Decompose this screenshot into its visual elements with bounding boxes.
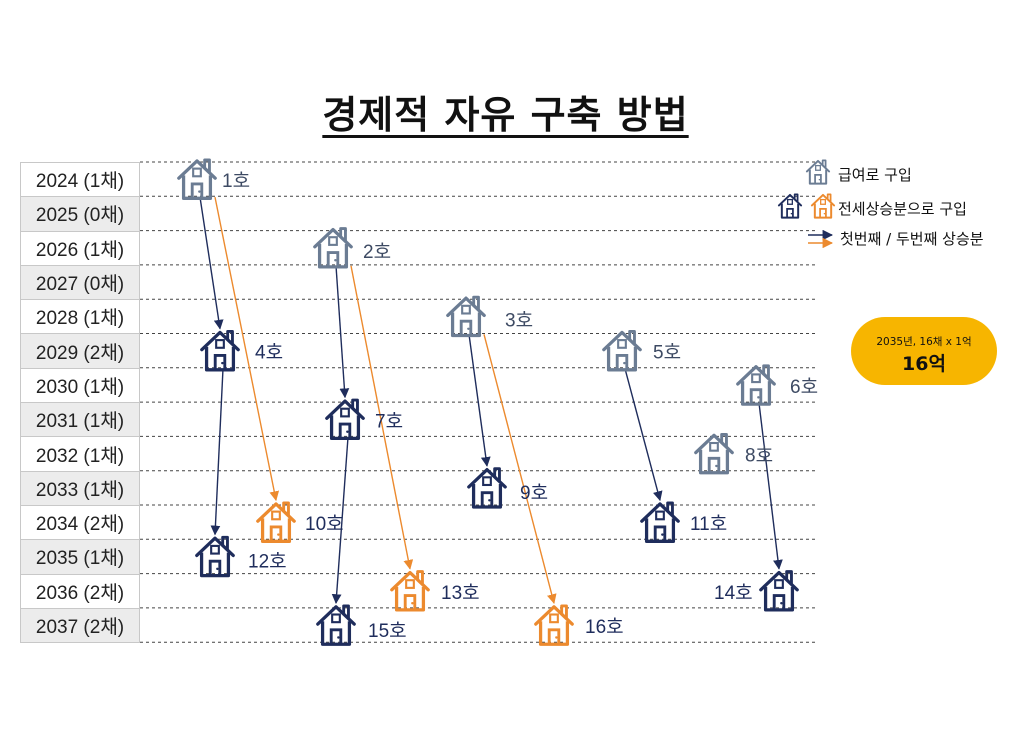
- house-label: 3호: [505, 310, 533, 331]
- year-cell: 2035 (1채): [20, 539, 140, 575]
- house-label: 13호: [441, 583, 480, 604]
- house-icon: [534, 604, 574, 646]
- house-5: 5호: [602, 329, 681, 372]
- link-arrow-3-9: [468, 334, 491, 467]
- house-icon: [316, 604, 356, 646]
- summary-detail: 2035년, 16채 x 1억: [876, 336, 972, 348]
- house-9: 9호: [467, 466, 548, 509]
- link-arrow-1-10: [214, 197, 280, 502]
- house-15: 15호: [316, 604, 407, 646]
- house-icon: [313, 226, 353, 269]
- year-cell: 2029 (2채): [20, 333, 140, 369]
- year-row: 2026 (1채): [20, 230, 140, 266]
- house-icon: [810, 193, 836, 219]
- year-cell: 2036 (2채): [20, 573, 140, 609]
- year-row: 2032 (1채): [20, 436, 140, 472]
- page-title: 경제적 자유 구축 방법: [322, 93, 689, 137]
- summary-total: 16억: [902, 353, 946, 375]
- link-arrow-6-14: [758, 402, 783, 570]
- year-row: 2028 (1채): [20, 299, 140, 335]
- house-4: 4호: [200, 329, 283, 372]
- year-row: 2031 (1채): [20, 402, 140, 438]
- house-13: 13호: [390, 569, 480, 612]
- house-label: 10호: [305, 514, 344, 535]
- house-icon: [467, 466, 507, 509]
- arrow-sample-icon: [808, 229, 834, 248]
- house-icon: [256, 501, 296, 544]
- year-cell: 2026 (1채): [20, 230, 140, 266]
- house-label: 5호: [653, 343, 681, 364]
- year-row: 2036 (2채): [20, 573, 140, 609]
- house-label: 11호: [690, 514, 727, 535]
- year-cell: 2025 (0채): [20, 196, 140, 232]
- link-arrow-5-11: [624, 368, 663, 502]
- house-icon: [195, 535, 235, 578]
- year-cell: 2033 (1채): [20, 470, 140, 506]
- house-label: 9호: [520, 483, 548, 504]
- house-1: 1호: [177, 158, 250, 201]
- link-arrow-4-12: [210, 368, 224, 536]
- house-icon: [759, 569, 799, 612]
- house-label: 7호: [375, 411, 403, 432]
- link-arrow-2-7: [335, 265, 350, 399]
- house-12: 12호: [195, 535, 287, 578]
- year-row: 2024 (1채): [20, 161, 140, 198]
- house-icon: [325, 398, 365, 441]
- house-icon: [446, 295, 486, 338]
- link-arrow-3-16: [483, 334, 557, 604]
- link-arrow-7-15: [331, 437, 349, 605]
- house-label: 15호: [368, 621, 407, 642]
- year-row: 2035 (1채): [20, 539, 140, 575]
- year-row: 2029 (2채): [20, 333, 140, 369]
- year-cell: 2028 (1채): [20, 299, 140, 335]
- house-16: 16호: [534, 604, 624, 646]
- house-label: 2호: [363, 242, 391, 263]
- house-icon: [736, 364, 776, 406]
- year-cell: 2037 (2채): [20, 607, 140, 644]
- house-6: 6호: [736, 364, 818, 406]
- year-cell: 2034 (2채): [20, 504, 140, 541]
- house-icon: [777, 193, 803, 219]
- house-label: 6호: [790, 377, 818, 398]
- house-label: 4호: [255, 343, 283, 364]
- house-7: 7호: [325, 398, 403, 441]
- house-2: 2호: [313, 226, 391, 269]
- summary-badge: 2035년, 16채 x 1억 16억: [851, 317, 997, 385]
- house-label: 8호: [745, 446, 773, 467]
- link-arrow-1-4: [199, 197, 224, 330]
- house-14: 14호: [714, 569, 799, 612]
- link-arrow-2-13: [350, 265, 414, 570]
- year-row: 2030 (1채): [20, 367, 140, 404]
- year-row: 2027 (0채): [20, 264, 140, 301]
- year-gridlines: [140, 161, 815, 643]
- year-cell: 2030 (1채): [20, 367, 140, 404]
- year-row: 2037 (2채): [20, 607, 140, 644]
- house-icon: [694, 432, 734, 475]
- year-table: 2024 (1채) 2025 (0채) 2026 (1채) 2027 (0채) 2028…: [20, 161, 140, 644]
- year-cell: 2032 (1채): [20, 436, 140, 472]
- year-cell: 2027 (0채): [20, 264, 140, 301]
- house-11: 11호: [640, 501, 727, 544]
- house-label: 16호: [585, 617, 624, 638]
- house-icon: [640, 501, 680, 544]
- year-row: 2033 (1채): [20, 470, 140, 506]
- house-icon: [602, 329, 642, 372]
- year-cell: 2024 (1채): [20, 161, 140, 198]
- house-layer: 1호 2호 3호 4호 5호 6호 7호 8호 9호 10호 11호 12호 13호 14호 15호 16호: [177, 158, 818, 646]
- house-icon: [805, 159, 831, 185]
- house-8: 8호: [694, 432, 773, 475]
- house-label: 1호: [222, 171, 250, 192]
- year-row: 2034 (2채): [20, 504, 140, 541]
- house-icon: [200, 329, 240, 372]
- arrow-layer: [199, 197, 783, 605]
- house-icon: [390, 569, 430, 612]
- year-row: 2025 (0채): [20, 196, 140, 232]
- house-3: 3호: [446, 295, 533, 338]
- house-icon: [177, 158, 217, 201]
- year-cell: 2031 (1채): [20, 402, 140, 438]
- house-label: 14호: [714, 583, 753, 604]
- house-label: 12호: [248, 551, 287, 572]
- house-10: 10호: [256, 501, 344, 544]
